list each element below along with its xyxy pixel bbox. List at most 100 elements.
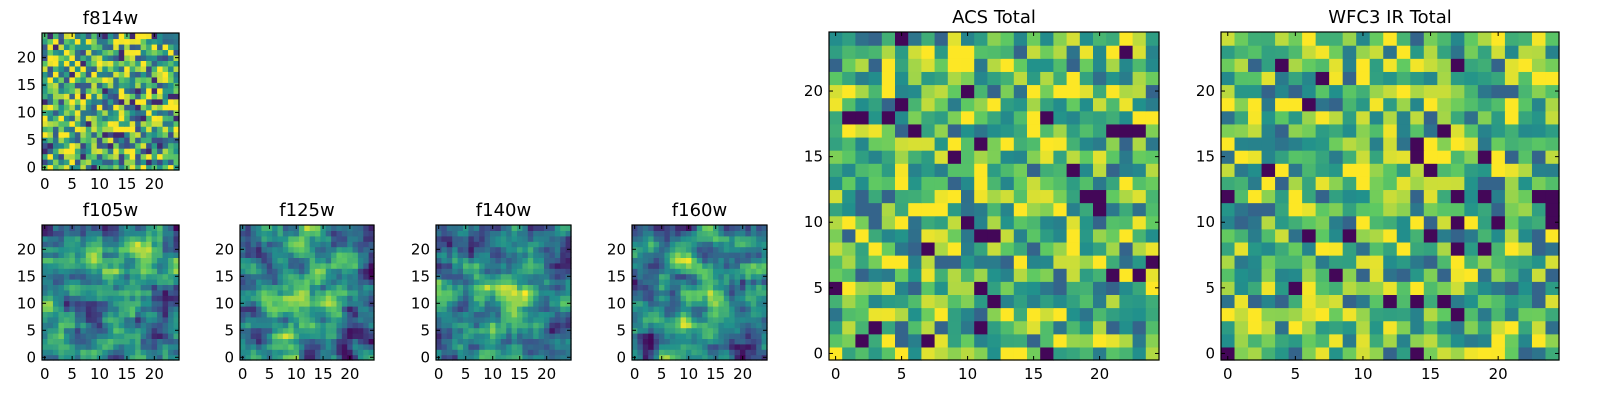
heatmap-cell — [135, 65, 142, 72]
heatmap-cell — [1302, 215, 1317, 230]
heatmap-cell — [162, 93, 169, 100]
heatmap-cell — [441, 279, 448, 285]
heatmap-cell — [1504, 71, 1520, 86]
heatmap-cell — [1132, 255, 1147, 269]
heatmap-cell — [129, 71, 136, 78]
heatmap-cell — [1396, 202, 1411, 217]
heatmap-cell — [1000, 281, 1015, 295]
heatmap-cell — [293, 262, 300, 269]
heatmap-cell — [146, 54, 153, 61]
heatmap-cell — [157, 49, 164, 56]
heatmap-cell — [632, 322, 638, 329]
heatmap-cell — [47, 109, 54, 116]
heatmap-cell — [1464, 163, 1479, 177]
heatmap-cell — [113, 71, 120, 78]
heatmap-cell — [1093, 45, 1107, 59]
heatmap-cell — [1248, 110, 1263, 125]
heatmap-cell — [157, 262, 164, 269]
heatmap-cell — [895, 320, 909, 335]
heatmap-cell — [1013, 163, 1028, 177]
heatmap-cell — [1053, 281, 1068, 295]
heatmap-cell — [527, 235, 534, 242]
heatmap-cell — [750, 230, 757, 237]
heatmap-cell — [107, 43, 114, 51]
heatmap-cell — [740, 273, 746, 280]
heatmap-cell — [140, 230, 147, 237]
heatmap-cell — [479, 257, 486, 264]
heatmap-cell — [842, 202, 856, 217]
heatmap-cell — [146, 268, 153, 275]
heatmap-cell — [368, 241, 375, 248]
heatmap-cell — [1119, 110, 1134, 125]
heatmap-cell — [723, 230, 730, 237]
heatmap-cell — [1261, 45, 1276, 59]
heatmap-cell — [272, 289, 279, 296]
heatmap-cell — [544, 300, 550, 307]
heatmap-cell — [69, 93, 76, 100]
heatmap-cell — [664, 235, 671, 242]
heatmap-cell — [544, 327, 550, 334]
heatmap-cell — [1093, 150, 1107, 164]
heatmap-cell — [484, 311, 491, 318]
heatmap-cell — [1013, 32, 1028, 46]
heatmap-cell — [1329, 255, 1344, 269]
heatmap-cell — [1261, 268, 1276, 282]
heatmap-cell — [80, 257, 87, 264]
heatmap-cell — [723, 225, 730, 231]
heatmap-cell — [135, 262, 142, 269]
heatmap-cell — [495, 246, 502, 253]
heatmap-cell — [1013, 58, 1028, 72]
heatmap-cell — [1423, 255, 1438, 269]
heatmap-cell — [288, 289, 295, 296]
heatmap-cell — [934, 346, 949, 361]
heatmap-cell — [908, 307, 922, 322]
heatmap-cell — [357, 273, 364, 280]
heatmap-cell — [113, 241, 120, 248]
heatmap-cell — [675, 343, 682, 350]
heatmap-cell — [129, 230, 136, 237]
heatmap-cell — [511, 306, 518, 312]
heatmap-cell — [58, 98, 65, 105]
heatmap-cell — [1288, 97, 1303, 112]
heatmap-cell — [347, 257, 354, 264]
heatmap-cell — [1423, 123, 1438, 138]
heatmap-cell — [702, 241, 709, 248]
heatmap-cell — [363, 235, 370, 242]
heatmap-cell — [85, 109, 92, 116]
heatmap-cell — [140, 349, 147, 356]
heatmap-cell — [1040, 320, 1054, 335]
heatmap-cell — [1491, 45, 1506, 59]
heatmap-cell — [47, 225, 54, 231]
heatmap-cell — [549, 311, 556, 318]
heatmap-cell — [659, 279, 665, 285]
heatmap-cell — [47, 343, 54, 350]
heatmap-cell — [58, 65, 65, 72]
heatmap-cell — [118, 338, 125, 345]
heatmap-cell — [441, 338, 448, 345]
heatmap-cell — [245, 235, 252, 242]
heatmap-cell — [642, 327, 649, 334]
heatmap-cell — [1066, 202, 1081, 217]
heatmap-cell — [240, 241, 246, 248]
heatmap-cell — [168, 327, 175, 334]
heatmap-cell — [729, 349, 736, 356]
heatmap-cell — [69, 327, 76, 334]
heatmap-cell — [63, 257, 70, 264]
heatmap-cell — [74, 338, 81, 345]
heatmap-cell — [554, 343, 561, 350]
heatmap-cell — [80, 164, 87, 171]
heatmap-cell — [118, 322, 125, 329]
heatmap-cell — [1234, 58, 1249, 72]
heatmap-cell — [69, 333, 76, 339]
heatmap-cell — [1040, 241, 1054, 256]
heatmap-cell — [554, 311, 561, 318]
heatmap-cell — [1545, 150, 1560, 164]
heatmap-cell — [490, 322, 496, 329]
heatmap-cell — [1383, 281, 1398, 295]
heatmap-cell — [357, 246, 364, 253]
heatmap-cell — [745, 235, 752, 242]
heatmap-cell — [538, 268, 545, 275]
heatmap-cell — [669, 349, 676, 356]
heatmap-cell — [1027, 215, 1041, 230]
heatmap-cell — [452, 252, 459, 258]
